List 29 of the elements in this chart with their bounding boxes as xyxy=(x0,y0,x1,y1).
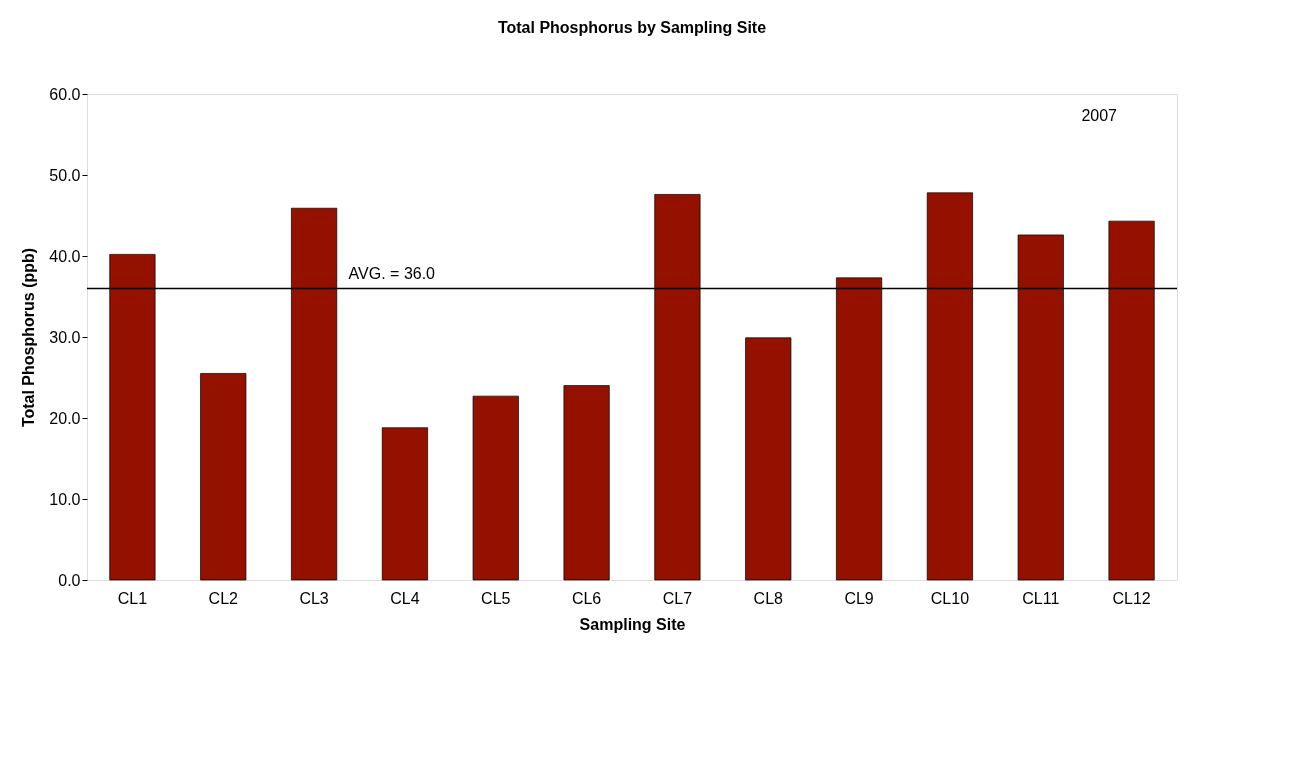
x-tick-label: CL6 xyxy=(571,589,602,607)
y-tick-label: 60.0 xyxy=(49,85,81,103)
x-tick-label: CL10 xyxy=(930,589,970,607)
x-tick-label: CL2 xyxy=(208,589,239,607)
x-tick-label: CL7 xyxy=(662,589,693,607)
y-tick-label: 40.0 xyxy=(49,247,81,265)
y-tick-label: 20.0 xyxy=(49,409,81,427)
x-tick-label: CL9 xyxy=(844,589,874,607)
ref-line-label: AVG. = 36.0 xyxy=(348,265,436,283)
x-tick-label: CL5 xyxy=(481,589,511,607)
x-tick-label: CL3 xyxy=(299,589,329,607)
x-tick-label: CL11 xyxy=(1022,589,1060,607)
annotation: 2007 xyxy=(1081,107,1118,124)
bar xyxy=(472,395,519,581)
bar xyxy=(200,373,247,581)
chart-title: Total Phosphorus by Sampling Site xyxy=(497,19,767,36)
x-tick-label: CL1 xyxy=(117,589,148,607)
y-tick-label: 0.0 xyxy=(58,571,81,589)
bar xyxy=(381,427,428,581)
y-tick-label: 50.0 xyxy=(49,166,81,184)
y-axis-title: Total Phosphorus (ppb) xyxy=(20,247,38,428)
x-tick-label: CL12 xyxy=(1112,589,1151,607)
x-axis-title: Sampling Site xyxy=(579,615,686,633)
y-tick-label: 30.0 xyxy=(49,328,81,346)
x-tick-label: CL4 xyxy=(390,589,420,607)
y-tick-label: 10.0 xyxy=(49,490,81,508)
bar xyxy=(745,337,792,581)
bar xyxy=(563,385,610,581)
x-tick-label: CL8 xyxy=(753,589,784,607)
